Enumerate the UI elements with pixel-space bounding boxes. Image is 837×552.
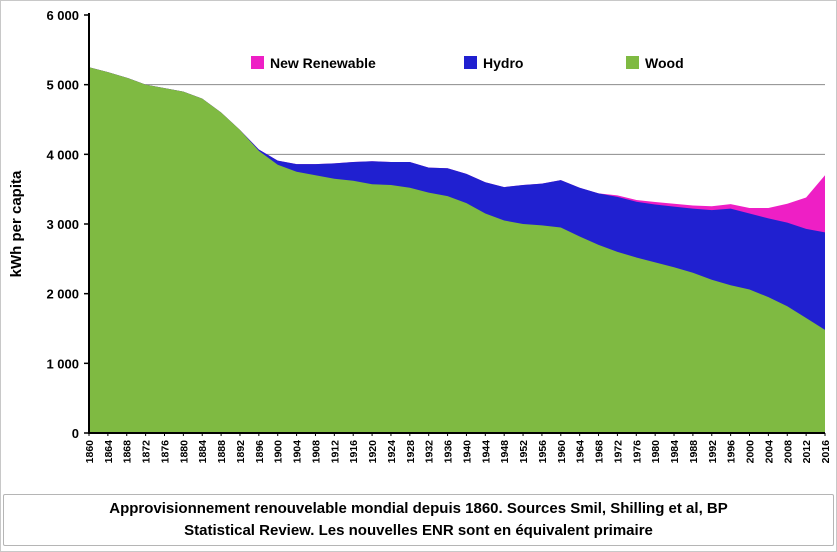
legend-label-hydro: Hydro	[483, 55, 523, 71]
x-tick-label-1968: 1968	[594, 440, 606, 464]
y-tick-label-5000: 5 000	[46, 78, 79, 93]
x-tick-label-1868: 1868	[122, 440, 134, 464]
x-tick-label-1992: 1992	[707, 440, 719, 464]
y-tick-label-6000: 6 000	[46, 8, 79, 23]
x-tick-label-1912: 1912	[329, 440, 341, 464]
x-tick-label-1896: 1896	[254, 440, 266, 464]
x-tick-label-1928: 1928	[405, 440, 417, 464]
legend-swatch-wood	[626, 56, 639, 69]
y-tick-label-0: 0	[72, 426, 79, 441]
x-tick-label-1872: 1872	[141, 440, 153, 464]
x-tick-label-1908: 1908	[310, 440, 322, 464]
stacked-area-chart: 0 1 000 2 000 3 000 4 000 5 000 6 000 1860 1864…	[8, 8, 832, 464]
x-tick-label-1900: 1900	[273, 440, 285, 464]
x-tick-label-1920: 1920	[367, 440, 379, 464]
legend-label-wood: Wood	[645, 55, 684, 71]
x-tick-label-1996: 1996	[726, 440, 738, 464]
x-tick-label-1888: 1888	[216, 440, 228, 464]
x-axis-tick-labels: 1860 1864 1868 1872 1876 1880 1884 1888 1892 1896…	[84, 440, 832, 464]
x-tick-label-2008: 2008	[782, 440, 794, 464]
chart-caption-box: Approvisionnement renouvelable mondial d…	[3, 494, 834, 546]
x-tick-label-1972: 1972	[612, 440, 624, 464]
area-series	[89, 67, 825, 433]
legend-label-new-renewable: New Renewable	[270, 55, 376, 71]
x-tick-label-2004: 2004	[763, 440, 775, 464]
y-axis-title: kWh per capita	[8, 170, 25, 277]
x-tick-label-1884: 1884	[197, 440, 209, 464]
x-tick-label-2012: 2012	[801, 440, 813, 464]
x-tick-label-1956: 1956	[537, 440, 549, 464]
x-tick-label-1976: 1976	[631, 440, 643, 464]
y-axis-tick-labels: 0 1 000 2 000 3 000 4 000 5 000 6 000	[46, 8, 79, 441]
x-tick-label-1936: 1936	[443, 440, 455, 464]
x-tick-label-1864: 1864	[103, 440, 115, 464]
x-tick-label-1904: 1904	[292, 440, 304, 464]
y-tick-label-4000: 4 000	[46, 147, 79, 162]
chart-legend: New Renewable Hydro Wood	[251, 55, 684, 71]
x-tick-label-2016: 2016	[820, 440, 832, 464]
caption-line-1: Approvisionnement renouvelable mondial d…	[109, 499, 728, 517]
x-tick-label-1988: 1988	[688, 440, 700, 464]
x-tick-label-1876: 1876	[159, 440, 171, 464]
legend-swatch-hydro	[464, 56, 477, 69]
x-tick-label-1924: 1924	[386, 440, 398, 464]
x-tick-label-1916: 1916	[348, 440, 360, 464]
caption-line-2: Statistical Review. Les nouvelles ENR so…	[184, 522, 653, 539]
x-tick-label-1860: 1860	[84, 440, 96, 464]
y-tick-label-1000: 1 000	[46, 356, 79, 371]
x-tick-label-1944: 1944	[480, 440, 492, 464]
x-tick-label-1948: 1948	[499, 440, 511, 464]
wood-area	[89, 67, 825, 433]
x-tick-label-2000: 2000	[745, 440, 757, 464]
x-tick-label-1980: 1980	[650, 440, 662, 464]
x-tick-label-1880: 1880	[178, 440, 190, 464]
axes	[84, 13, 826, 436]
x-tick-label-1964: 1964	[575, 440, 587, 464]
y-tick-label-2000: 2 000	[46, 287, 79, 302]
x-tick-label-1892: 1892	[235, 440, 247, 464]
x-tick-label-1940: 1940	[461, 440, 473, 464]
x-tick-label-1984: 1984	[669, 440, 681, 464]
x-tick-label-1932: 1932	[424, 440, 436, 464]
y-tick-label-3000: 3 000	[46, 217, 79, 232]
x-tick-label-1952: 1952	[518, 440, 530, 464]
legend-swatch-new-renewable	[251, 56, 264, 69]
x-tick-label-1960: 1960	[556, 440, 568, 464]
